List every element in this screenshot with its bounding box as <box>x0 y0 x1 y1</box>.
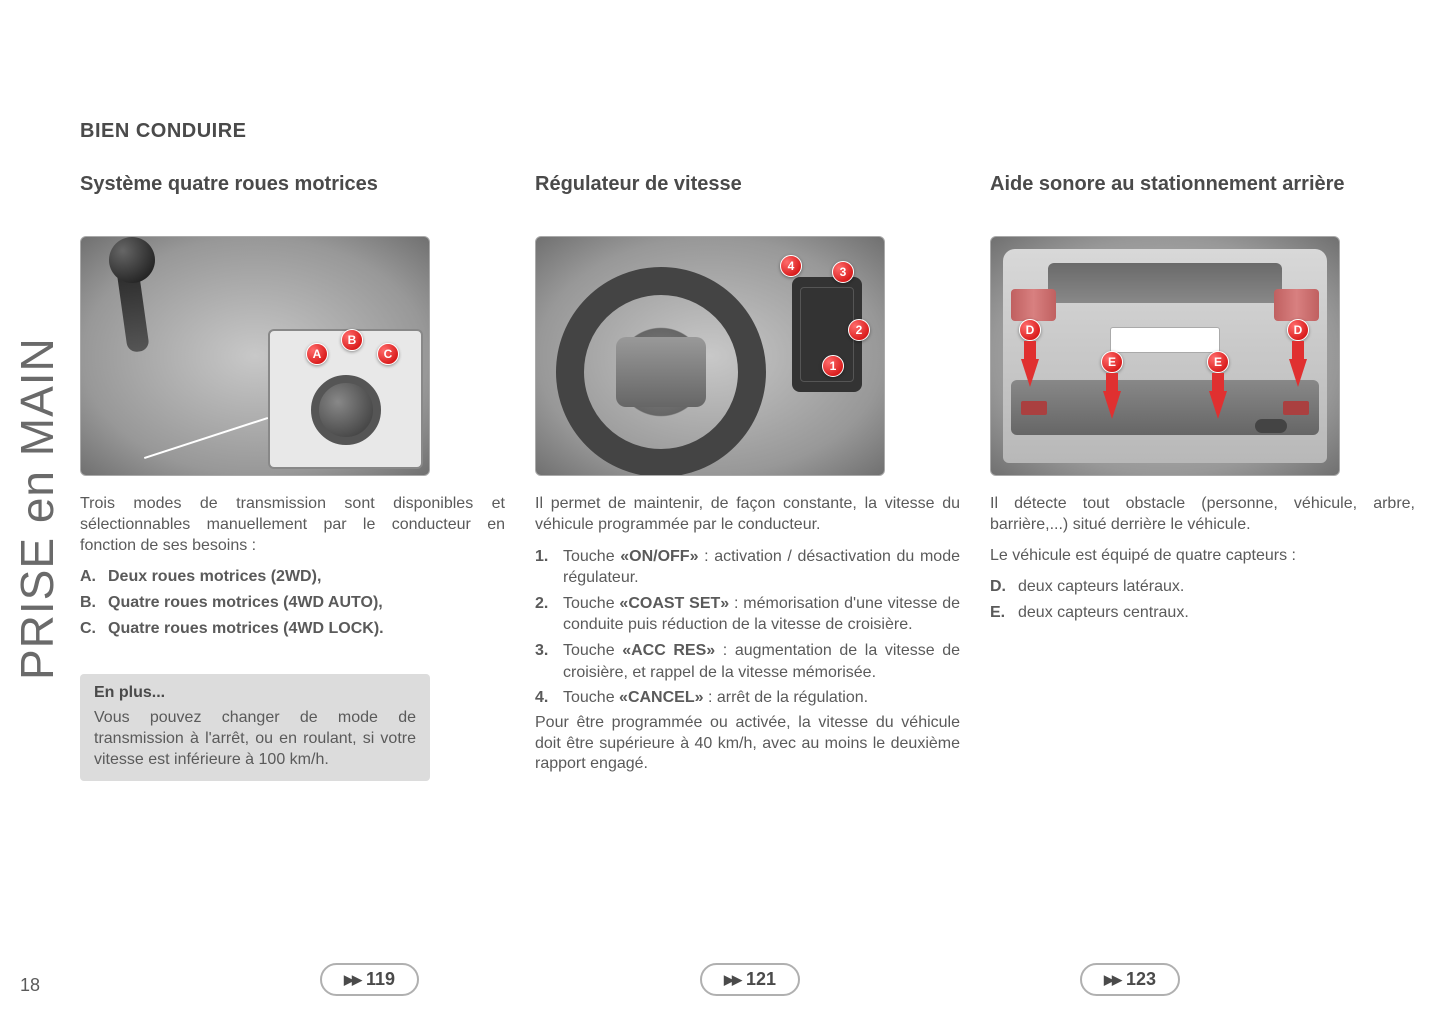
page-ref-1[interactable]: ▶▶ 119 <box>320 963 419 996</box>
marker-3: 3 <box>832 261 854 283</box>
list-text: deux capteurs centraux. <box>1018 602 1415 624</box>
list-label: 3. <box>535 640 563 683</box>
list-item: 4.Touche «CANCEL» : arrêt de la régulati… <box>535 687 960 709</box>
list-text: Touche «ON/OFF» : activation / désactiva… <box>563 546 960 589</box>
col3-figure: D E E D <box>990 236 1340 476</box>
list-item: E.deux capteurs centraux. <box>990 602 1415 624</box>
col2-intro: Il permet de maintenir, de façon constan… <box>535 494 960 536</box>
arrow-stem <box>1212 373 1224 393</box>
page-ref-number: 119 <box>366 969 395 990</box>
rear-window <box>1048 263 1282 303</box>
col3-heading: Aide sonore au stationnement arrière <box>990 173 1415 221</box>
exhaust <box>1255 419 1287 433</box>
col1-figure: A B C <box>80 236 430 476</box>
wheel-center <box>616 337 706 407</box>
marker-b: B <box>341 329 363 351</box>
list-label: B. <box>80 592 108 614</box>
tail-light-left <box>1011 289 1056 321</box>
col2-list: 1.Touche «ON/OFF» : activation / désacti… <box>535 546 960 709</box>
arrow-down-icon <box>1103 391 1121 419</box>
fast-forward-icon: ▶▶ <box>344 972 360 988</box>
dial-knob <box>311 375 381 445</box>
arrow-stem <box>1024 341 1036 361</box>
col3-intro: Il détecte tout obstacle (personne, véhi… <box>990 494 1415 536</box>
list-item: 1.Touche «ON/OFF» : activation / désacti… <box>535 546 960 589</box>
list-text: Quatre roues motrices (4WD AUTO), <box>108 592 505 614</box>
list-text: Touche «ACC RES» : augmentation de la vi… <box>563 640 960 683</box>
list-label: A. <box>80 566 108 588</box>
col1-heading: Système quatre roues motrices <box>80 173 505 221</box>
list-item: A.Deux roues motrices (2WD), <box>80 566 505 588</box>
callout-line <box>144 417 268 459</box>
list-text: Deux roues motrices (2WD), <box>108 566 505 588</box>
arrow-stem <box>1292 341 1304 361</box>
page-ref-2[interactable]: ▶▶ 121 <box>700 963 800 996</box>
page-ref-number: 123 <box>1126 969 1156 990</box>
list-item: C.Quatre roues motrices (4WD LOCK). <box>80 618 505 640</box>
list-item: B.Quatre roues motrices (4WD AUTO), <box>80 592 505 614</box>
list-text: Touche «CANCEL» : arrêt de la régulation… <box>563 687 960 709</box>
dial-callout <box>268 329 423 469</box>
license-plate <box>1110 327 1220 353</box>
col1-list: A.Deux roues motrices (2WD), B.Quatre ro… <box>80 566 505 639</box>
column-2: Régulateur de vitesse 4 3 2 1 Il permet … <box>535 173 960 785</box>
page-content: BIEN CONDUIRE Système quatre roues motri… <box>80 120 1415 785</box>
list-label: 1. <box>535 546 563 589</box>
list-label: 4. <box>535 687 563 709</box>
list-text: deux capteurs latéraux. <box>1018 576 1415 598</box>
col2-outro: Pour être programmée ou activée, la vite… <box>535 713 960 775</box>
list-text: Quatre roues motrices (4WD LOCK). <box>108 618 505 640</box>
col2-figure: 4 3 2 1 <box>535 236 885 476</box>
fast-forward-icon: ▶▶ <box>724 972 740 988</box>
arrow-down-icon <box>1021 359 1039 387</box>
marker-c: C <box>377 343 399 365</box>
main-heading: BIEN CONDUIRE <box>80 120 1415 143</box>
col2-heading: Régulateur de vitesse <box>535 173 960 221</box>
marker-4: 4 <box>780 255 802 277</box>
arrow-down-icon <box>1289 359 1307 387</box>
list-item: D.deux capteurs latéraux. <box>990 576 1415 598</box>
list-item: 3.Touche «ACC RES» : augmentation de la … <box>535 640 960 683</box>
col3-intro2: Le véhicule est équipé de quatre capteur… <box>990 546 1415 567</box>
arrow-down-icon <box>1209 391 1227 419</box>
page-ref-3[interactable]: ▶▶ 123 <box>1080 963 1180 996</box>
fast-forward-icon: ▶▶ <box>1104 972 1120 988</box>
list-label: E. <box>990 602 1018 624</box>
columns-wrapper: Système quatre roues motrices A B C Troi… <box>80 173 1415 785</box>
side-tab-label: PRISE en MAIN <box>10 337 64 680</box>
list-item: 2.Touche «COAST SET» : mémorisation d'un… <box>535 593 960 636</box>
reflector-left <box>1021 401 1047 415</box>
marker-d-right: D <box>1287 319 1309 341</box>
col1-intro: Trois modes de transmission sont disponi… <box>80 494 505 556</box>
marker-1: 1 <box>822 355 844 377</box>
list-text: Touche «COAST SET» : mémorisation d'une … <box>563 593 960 636</box>
marker-d-left: D <box>1019 319 1041 341</box>
marker-a: A <box>306 343 328 365</box>
column-1: Système quatre roues motrices A B C Troi… <box>80 173 505 785</box>
car-rear-body <box>1003 249 1327 463</box>
page-number: 18 <box>20 975 40 996</box>
steering-wheel-shape <box>556 267 766 476</box>
info-box: En plus... Vous pouvez changer de mode d… <box>80 674 430 780</box>
arrow-stem <box>1106 373 1118 393</box>
page-ref-number: 121 <box>746 969 776 990</box>
col3-list: D.deux capteurs latéraux. E.deux capteur… <box>990 576 1415 623</box>
gear-knob-shape <box>109 237 155 283</box>
marker-e-right: E <box>1207 351 1229 373</box>
list-label: D. <box>990 576 1018 598</box>
info-box-title: En plus... <box>94 684 416 702</box>
marker-2: 2 <box>848 319 870 341</box>
list-label: C. <box>80 618 108 640</box>
marker-e-left: E <box>1101 351 1123 373</box>
list-label: 2. <box>535 593 563 636</box>
reflector-right <box>1283 401 1309 415</box>
tail-light-right <box>1274 289 1319 321</box>
info-box-text: Vous pouvez changer de mode de transmiss… <box>94 708 416 770</box>
column-3: Aide sonore au stationnement arrière D <box>990 173 1415 785</box>
